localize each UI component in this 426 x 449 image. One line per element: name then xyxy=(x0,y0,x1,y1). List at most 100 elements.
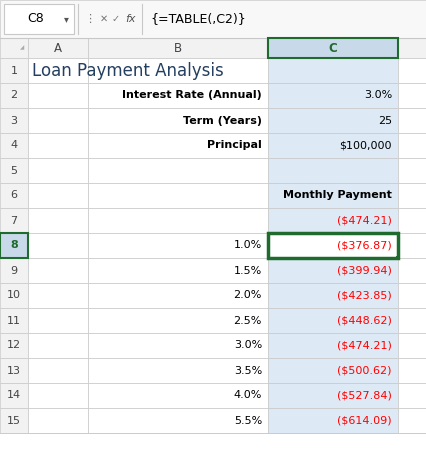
Bar xyxy=(0,0,426,38)
Text: ✕: ✕ xyxy=(100,14,108,24)
Bar xyxy=(0,383,28,408)
Text: 1.5%: 1.5% xyxy=(234,265,262,276)
Bar xyxy=(28,38,88,58)
Text: 4: 4 xyxy=(11,141,17,150)
Bar xyxy=(398,133,426,158)
Text: 3.0%: 3.0% xyxy=(364,91,392,101)
Text: B: B xyxy=(174,41,182,54)
Bar xyxy=(0,133,28,158)
Text: Term (Years): Term (Years) xyxy=(183,115,262,126)
Bar xyxy=(28,233,88,258)
Bar xyxy=(268,258,398,283)
Text: 1.0%: 1.0% xyxy=(234,241,262,251)
Bar xyxy=(88,358,268,383)
Bar xyxy=(28,58,88,83)
Bar xyxy=(4,4,74,34)
Text: 4.0%: 4.0% xyxy=(233,391,262,401)
Bar xyxy=(88,308,268,333)
Bar xyxy=(28,158,88,183)
Text: 5.5%: 5.5% xyxy=(234,415,262,426)
Text: 10: 10 xyxy=(7,291,21,300)
Text: 15: 15 xyxy=(7,415,21,426)
Text: 13: 13 xyxy=(7,365,21,375)
Text: 14: 14 xyxy=(7,391,21,401)
Bar xyxy=(88,333,268,358)
Bar xyxy=(268,108,398,133)
Text: A: A xyxy=(54,41,62,54)
Bar xyxy=(0,158,28,183)
Bar xyxy=(398,258,426,283)
Text: ✓: ✓ xyxy=(112,14,120,24)
Bar xyxy=(398,308,426,333)
Bar xyxy=(0,408,28,433)
Bar xyxy=(398,283,426,308)
Bar xyxy=(268,333,398,358)
Bar xyxy=(0,83,28,108)
Bar xyxy=(398,233,426,258)
Text: 9: 9 xyxy=(11,265,17,276)
Text: ▾: ▾ xyxy=(63,14,69,24)
Bar xyxy=(268,158,398,183)
Text: ⋮: ⋮ xyxy=(84,14,95,24)
Text: 12: 12 xyxy=(7,340,21,351)
Text: ($423.85): ($423.85) xyxy=(337,291,392,300)
Bar xyxy=(268,233,398,258)
Text: C: C xyxy=(328,41,337,54)
Bar xyxy=(28,283,88,308)
Bar xyxy=(0,308,28,333)
Bar xyxy=(28,333,88,358)
Bar xyxy=(0,283,28,308)
Bar xyxy=(268,208,398,233)
Text: Interest Rate (Annual): Interest Rate (Annual) xyxy=(122,91,262,101)
Text: ($448.62): ($448.62) xyxy=(337,316,392,326)
Bar xyxy=(88,233,268,258)
Bar xyxy=(0,233,28,258)
Text: 6: 6 xyxy=(11,190,17,201)
Bar xyxy=(88,283,268,308)
Bar xyxy=(0,208,28,233)
Bar xyxy=(268,233,398,258)
Bar xyxy=(268,133,398,158)
Bar xyxy=(396,256,400,260)
Bar xyxy=(398,383,426,408)
Bar xyxy=(398,183,426,208)
Text: 7: 7 xyxy=(11,216,17,225)
Bar xyxy=(88,208,268,233)
Text: Monthly Payment: Monthly Payment xyxy=(283,190,392,201)
Bar xyxy=(268,283,398,308)
Bar xyxy=(88,58,268,83)
Text: ◢: ◢ xyxy=(20,45,24,50)
Text: ($500.62): ($500.62) xyxy=(337,365,392,375)
Bar xyxy=(28,108,88,133)
Bar xyxy=(398,38,426,58)
Bar xyxy=(398,58,426,83)
Bar xyxy=(0,58,28,83)
Text: 3: 3 xyxy=(11,115,17,126)
Bar xyxy=(398,108,426,133)
Bar xyxy=(0,183,28,208)
Bar xyxy=(268,58,398,83)
Text: 8: 8 xyxy=(10,241,18,251)
Bar xyxy=(0,108,28,133)
Bar xyxy=(398,208,426,233)
Text: 2.0%: 2.0% xyxy=(233,291,262,300)
Bar xyxy=(28,358,88,383)
Bar xyxy=(0,38,28,58)
Text: Principal: Principal xyxy=(207,141,262,150)
Bar xyxy=(0,358,28,383)
Bar xyxy=(88,38,268,58)
Bar xyxy=(398,333,426,358)
Text: ($474.21): ($474.21) xyxy=(337,216,392,225)
Bar xyxy=(268,183,398,208)
Text: $100,000: $100,000 xyxy=(340,141,392,150)
Bar xyxy=(88,133,268,158)
Bar xyxy=(398,158,426,183)
Text: 5: 5 xyxy=(11,166,17,176)
Bar xyxy=(398,83,426,108)
Text: ($527.84): ($527.84) xyxy=(337,391,392,401)
Text: Loan Payment Analysis: Loan Payment Analysis xyxy=(32,62,224,79)
Bar xyxy=(28,83,88,108)
Bar xyxy=(28,208,88,233)
Text: 25: 25 xyxy=(378,115,392,126)
Bar xyxy=(28,408,88,433)
